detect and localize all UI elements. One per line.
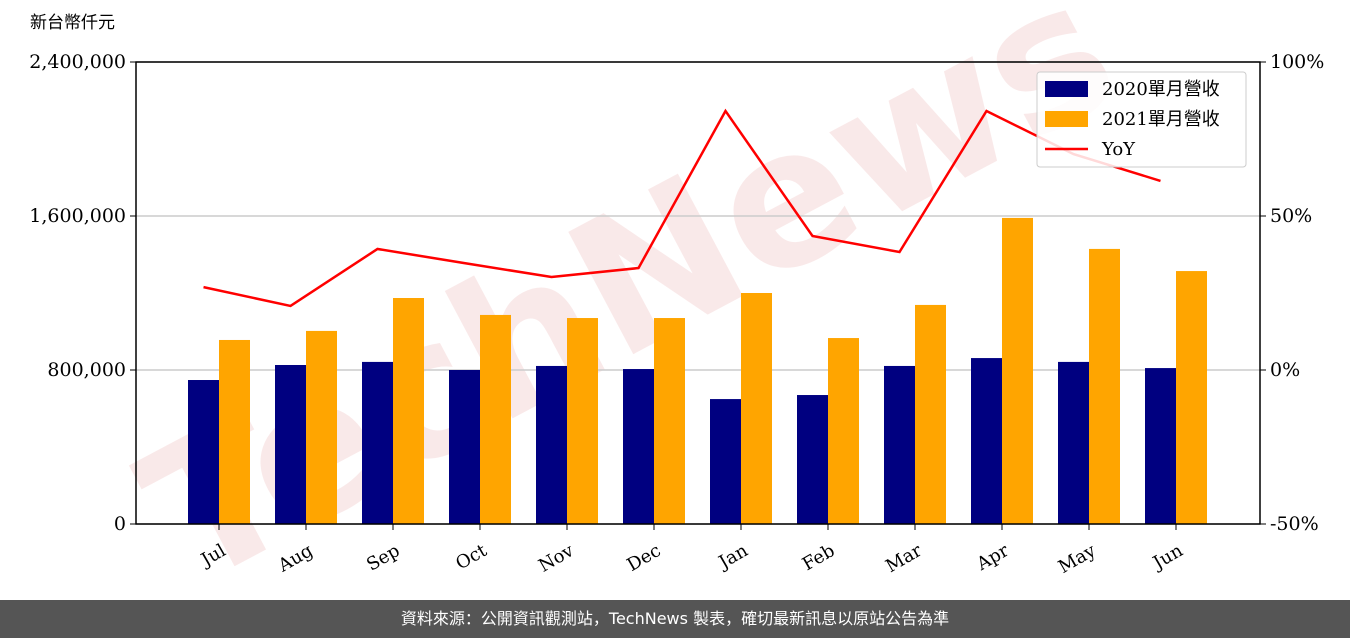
legend-box [1036,71,1247,168]
y2-tick-label: 100% [1270,51,1324,73]
bar [306,330,337,524]
bar [1002,217,1033,525]
bar [828,338,859,524]
y-tick-label: 1,600,000 [29,205,126,227]
legend-label: 2021單月營收 [1102,109,1220,130]
x-tick-label: Jun [1148,540,1187,575]
footer-band [0,600,1350,638]
y2-tick-label: -50% [1270,513,1319,535]
bar [797,395,828,524]
bar [188,380,219,524]
bar [971,358,1002,524]
bar [449,370,480,524]
bar [480,314,511,524]
bar [710,399,741,524]
bar [362,361,393,524]
bar [623,369,654,524]
bar [393,298,424,524]
x-tick-label: Mar [882,540,926,577]
x-tick-label: Apr [972,540,1012,575]
y-tick-label: 800,000 [47,359,126,381]
bar [1089,248,1120,525]
legend-label: 2020單月營收 [1102,79,1220,100]
watermark: TechNews [110,0,1148,628]
bar [1176,271,1207,524]
bar [567,318,598,524]
x-tick-label: Oct [452,540,491,575]
y-tick-label: 2,400,000 [29,51,126,73]
bar [1145,368,1176,524]
y-axis-label: 新台幣仟元 [30,13,115,33]
legend-swatch [1045,111,1088,127]
y2-tick-label: 0% [1270,359,1300,381]
x-tick-label: Dec [624,540,665,576]
bar [536,365,567,524]
line [203,108,1161,308]
y-tick-label: 0 [114,513,126,535]
y2-tick-label: 50% [1270,205,1312,227]
x-tick-label: May [1055,540,1100,578]
bar [741,293,772,524]
bar [219,339,250,524]
legend-label: YoY [1101,139,1136,160]
x-tick-label: Nov [535,540,578,577]
x-tick-label: Jan [714,540,752,574]
footer: 資料來源：公開資訊觀測站，TechNews 製表，確切最新訊息以原站公告為準 [401,609,949,628]
legend-swatch [1045,81,1088,97]
bar [884,365,915,524]
x-tick-label: Feb [799,540,839,575]
plot-frame [135,61,1261,525]
bar [275,364,306,524]
bar [654,318,685,524]
bar [915,304,946,524]
bar [1058,361,1089,524]
